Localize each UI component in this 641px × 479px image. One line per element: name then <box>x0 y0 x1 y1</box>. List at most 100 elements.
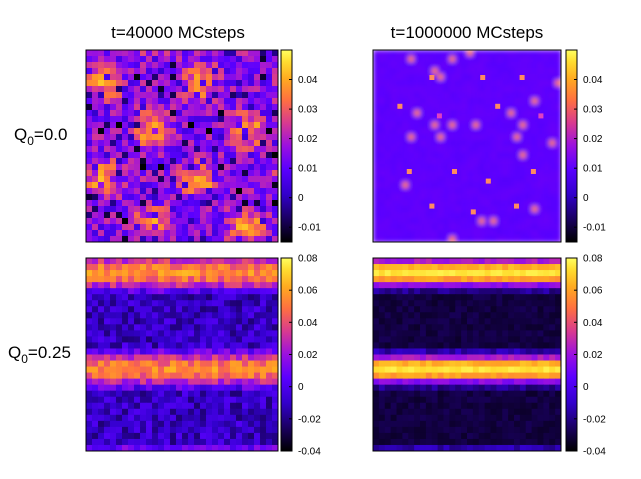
heatmap-cell <box>110 282 117 289</box>
heatmap-cell <box>437 218 445 225</box>
heatmap-cell <box>514 68 521 75</box>
heatmap-cell <box>176 146 183 153</box>
heatmap-cell <box>461 206 468 213</box>
heatmap-cell <box>212 396 219 404</box>
heatmap-cell <box>212 348 219 356</box>
heatmap-cell <box>472 390 480 398</box>
heatmap-cell <box>420 348 427 356</box>
heatmap-cell <box>390 134 398 141</box>
heatmap-cell <box>531 134 539 141</box>
heatmap-cell <box>206 414 213 422</box>
heatmap-cell <box>555 330 561 338</box>
heatmap-cell <box>431 366 439 374</box>
heatmap-cell <box>420 276 427 283</box>
heatmap-cell <box>146 264 153 271</box>
heatmap-cell <box>508 230 515 237</box>
heatmap-cell <box>110 432 117 440</box>
heatmap-cell <box>170 408 177 416</box>
heatmap-cell <box>224 378 231 386</box>
heatmap-cell <box>555 140 561 147</box>
heatmap-cell <box>248 288 255 295</box>
heatmap-cell <box>478 402 486 410</box>
heatmap-cell <box>158 390 165 398</box>
heatmap-cell <box>158 438 165 446</box>
heatmap-cell <box>378 426 386 434</box>
heatmap-cell <box>86 146 93 153</box>
heatmap-cell <box>110 224 117 231</box>
heatmap-cell <box>414 384 421 392</box>
heatmap-cell <box>182 134 189 141</box>
heatmap-cell <box>537 270 544 277</box>
heatmap-cell <box>266 384 273 392</box>
heatmap-cell <box>455 224 462 231</box>
heatmap-cell <box>122 212 129 219</box>
heatmap-cell <box>496 420 503 428</box>
heatmap-cell <box>98 402 105 410</box>
heatmap-cell <box>449 50 456 57</box>
heatmap-cell <box>396 426 403 434</box>
heatmap-cell <box>431 98 439 105</box>
heatmap-cell <box>455 360 462 368</box>
heatmap-cell <box>146 50 153 57</box>
heatmap-cell <box>104 276 111 283</box>
heatmap-cell <box>378 318 386 325</box>
heatmap-cell <box>449 152 456 159</box>
heatmap-cell <box>146 86 153 93</box>
heatmap-cell <box>414 396 421 404</box>
heatmap-cell <box>182 218 189 225</box>
heatmap-cell <box>122 420 129 428</box>
heatmap-cell <box>170 270 177 277</box>
heatmap-cell <box>549 282 556 289</box>
heatmap-cell <box>92 444 99 451</box>
heatmap-cell <box>248 396 255 404</box>
heatmap-cell <box>478 372 486 380</box>
heatmap-cell <box>519 330 527 338</box>
heatmap-cell <box>146 122 153 129</box>
heatmap-cell <box>140 122 147 129</box>
heatmap-cell <box>110 146 117 153</box>
heatmap-cell <box>502 342 509 350</box>
heatmap-cell <box>437 390 445 398</box>
heatmap-cell <box>272 158 278 165</box>
heatmap-cell <box>254 402 261 410</box>
heatmap-cell <box>378 288 386 295</box>
heatmap-cell <box>519 324 527 331</box>
heatmap-cell <box>455 104 462 111</box>
heatmap-cell <box>254 348 261 356</box>
heatmap-cell <box>212 200 219 207</box>
heatmap-cell <box>519 300 527 307</box>
heatmap-cell <box>443 110 450 117</box>
heatmap-cell <box>134 194 141 201</box>
heatmap-cell <box>425 206 433 213</box>
heatmap-cell <box>502 212 509 219</box>
heatmap-cell <box>236 318 243 325</box>
heatmap-cell <box>260 134 267 141</box>
heatmap-cell <box>502 140 509 147</box>
heatmap-cell <box>254 312 261 319</box>
heatmap-cell <box>378 176 386 183</box>
heatmap-cell <box>188 224 195 231</box>
heatmap-cell <box>549 206 556 213</box>
heatmap-cell <box>98 98 105 105</box>
heatmap-cell <box>472 282 480 289</box>
heatmap-cell <box>420 188 427 195</box>
heatmap-cell <box>86 188 93 195</box>
heatmap-cell <box>188 426 195 434</box>
heatmap-cell <box>467 264 474 271</box>
heatmap-cell <box>260 236 267 242</box>
heatmap-cell <box>443 336 450 344</box>
heatmap-cell <box>537 318 544 325</box>
heatmap-cell <box>92 432 99 440</box>
heatmap-cell <box>242 306 249 313</box>
heatmap-cell <box>194 288 201 295</box>
heatmap-cell <box>455 414 462 422</box>
heatmap-cell <box>266 354 273 362</box>
heatmap-cell <box>128 378 135 386</box>
heatmap-cell <box>182 212 189 219</box>
heatmap-cell <box>104 390 111 398</box>
heatmap-cell <box>484 188 492 195</box>
heatmap-cell <box>188 414 195 422</box>
heatmap-cell <box>461 342 468 350</box>
heatmap-cell <box>176 360 183 368</box>
heatmap-cell <box>200 158 207 165</box>
